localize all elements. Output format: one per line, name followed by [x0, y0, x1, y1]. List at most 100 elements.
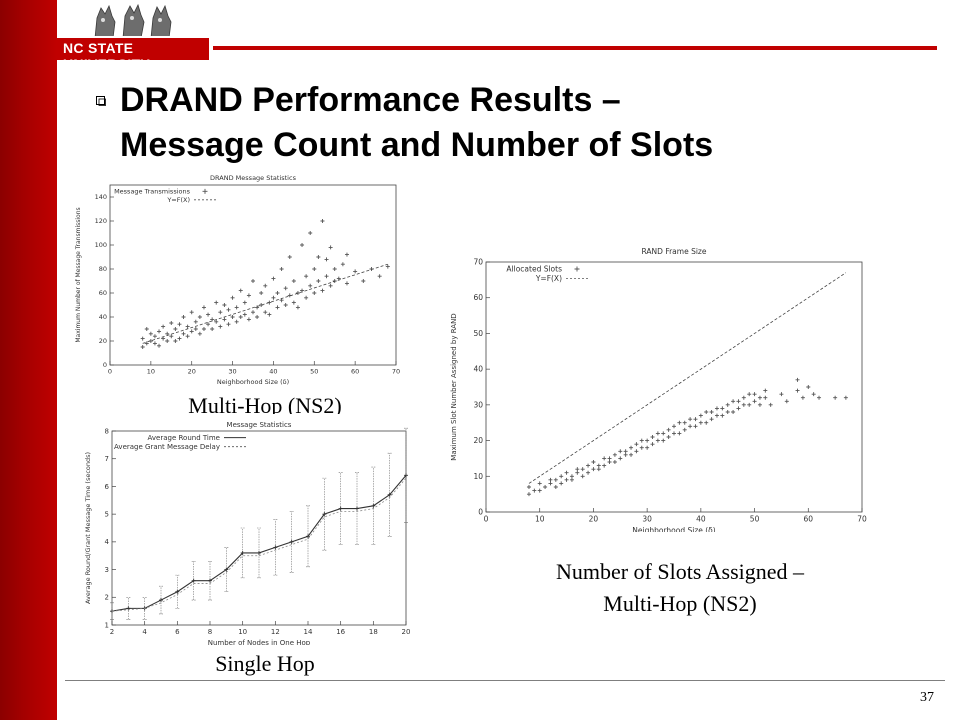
data-point [152, 334, 157, 339]
y-tick-label: 7 [105, 455, 109, 463]
data-point [666, 435, 671, 439]
data-point [161, 324, 166, 329]
fit-line [142, 263, 388, 344]
data-point [189, 310, 194, 315]
caption-single-hop: Single Hop [215, 651, 315, 676]
data-point [210, 327, 215, 331]
x-tick-label: 10 [147, 368, 155, 376]
y-axis-label: Maximum Slot Number Assigned by RAND [450, 313, 458, 460]
data-point [526, 492, 531, 497]
y-tick-label: 20 [99, 337, 107, 345]
data-point [795, 388, 800, 393]
data-point [747, 392, 752, 397]
error-bar [257, 527, 261, 579]
data-point [275, 305, 280, 310]
data-point [197, 331, 202, 336]
data-point [304, 295, 309, 300]
data-point [312, 267, 317, 271]
data-point [666, 427, 671, 432]
data-point [275, 291, 280, 295]
data-point [698, 413, 703, 418]
x-tick-label: 14 [304, 628, 313, 636]
data-point [238, 288, 243, 293]
data-point [144, 327, 149, 331]
data-point [655, 438, 660, 443]
caption-multi-hop: Multi-Hop (NS2) [188, 393, 342, 414]
data-point [387, 492, 392, 497]
data-point [175, 589, 180, 594]
data-point [404, 473, 408, 478]
y-tick-label: 2 [105, 594, 109, 602]
data-point [191, 578, 196, 583]
data-point [682, 427, 687, 432]
data-point [526, 485, 531, 489]
x-tick-label: 6 [175, 628, 180, 636]
data-point [193, 327, 198, 331]
data-point [779, 392, 784, 397]
error-bar [404, 427, 408, 523]
data-point [332, 267, 337, 271]
data-point [144, 341, 149, 346]
data-point [763, 395, 768, 400]
data-point [226, 322, 231, 327]
x-tick-label: 50 [750, 515, 760, 524]
data-point [353, 269, 358, 274]
data-point [361, 279, 366, 283]
data-point [185, 334, 190, 339]
data-point [736, 399, 741, 404]
rand-frame-size-chart: RAND Frame Size 0 10 20 30 40 50 60 70 0 10 20 30 40 5… [442, 240, 870, 532]
fit-line [528, 272, 847, 484]
data-point [246, 317, 251, 322]
data-point [181, 331, 186, 336]
data-point [532, 488, 537, 493]
data-point [169, 334, 174, 339]
data-point [564, 470, 569, 475]
x-tick-label: 20 [188, 368, 196, 376]
x-tick-label: 8 [208, 628, 212, 636]
x-tick-label: 10 [238, 628, 247, 636]
y-tick-label: 120 [95, 217, 107, 225]
data-point [537, 481, 542, 486]
data-point [218, 324, 223, 329]
data-point [185, 324, 190, 329]
x-tick-label: 4 [142, 628, 147, 636]
x-tick-label: 20 [402, 628, 411, 636]
data-point [328, 245, 333, 250]
data-point [259, 291, 264, 295]
y-tick-label: 0 [103, 361, 107, 369]
data-point [218, 310, 223, 315]
data-point [251, 279, 255, 283]
data-point [833, 395, 838, 400]
y-tick-label: 4 [105, 538, 110, 546]
data-point [242, 300, 247, 305]
slide-title-line1: DRAND Performance Results – [120, 81, 621, 119]
error-bar [208, 560, 212, 601]
data-point [295, 305, 300, 310]
data-point [197, 315, 202, 319]
y-tick-label: 40 [473, 365, 483, 374]
x-tick-label: 2 [110, 628, 114, 636]
data-point [226, 307, 231, 312]
data-point [618, 456, 623, 461]
data-point [206, 322, 211, 327]
data-point [817, 395, 822, 400]
y-tick-label: 20 [473, 436, 483, 445]
data-point [709, 410, 714, 414]
data-point [173, 327, 178, 331]
data-point [607, 456, 612, 461]
data-point [596, 467, 601, 472]
data-point [655, 431, 660, 436]
y-tick-label: 10 [473, 472, 483, 481]
data-point [682, 420, 687, 425]
data-point [672, 431, 676, 436]
data-point [677, 431, 682, 436]
data-point [629, 445, 634, 450]
error-bar [224, 547, 229, 593]
data-point [271, 295, 276, 300]
data-point [246, 293, 251, 298]
x-tick-label: 16 [336, 628, 345, 636]
wolves-icon [94, 3, 172, 39]
footer-rule [65, 680, 945, 681]
x-tick-label: 30 [228, 368, 236, 376]
data-point [553, 485, 558, 489]
